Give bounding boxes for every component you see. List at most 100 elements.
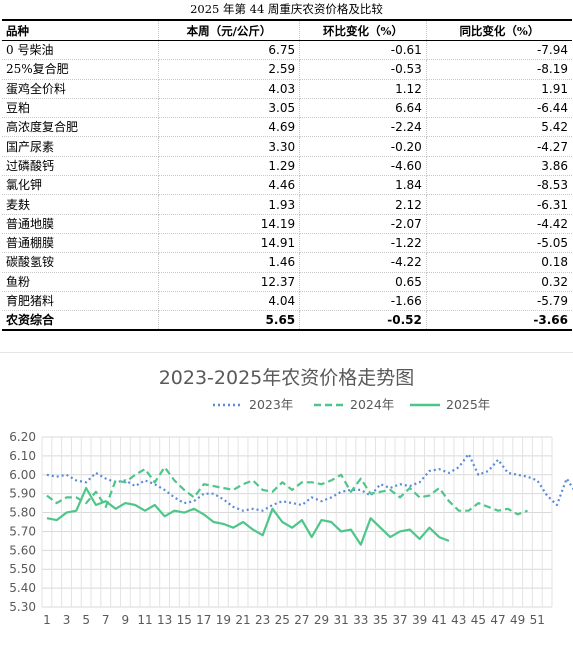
x-tick-label: 5 xyxy=(82,613,90,627)
table-row: 碳酸氢铵 1.46 -4.22 0.18 xyxy=(2,252,572,273)
table-title: 2025 年第 44 周重庆农资价格及比较 xyxy=(190,2,383,16)
series-line-2023年 xyxy=(46,452,573,512)
cell-variety: 鱼粉 xyxy=(2,272,159,292)
cell-yoy: 0.32 xyxy=(426,272,572,292)
cell-yoy: 0.18 xyxy=(426,252,572,273)
cell-price: 5.65 xyxy=(158,310,301,332)
cell-variety: 氯化钾 xyxy=(2,175,159,196)
cell-yoy: -7.94 xyxy=(426,40,572,61)
x-tick-label: 21 xyxy=(235,613,250,627)
legend-label: 2023年 xyxy=(249,397,293,412)
cell-variety: 育肥猪料 xyxy=(2,291,159,312)
legend-label: 2024年 xyxy=(350,397,394,412)
table-row: 0 号柴油 6.75 -0.61 -7.94 xyxy=(2,40,572,61)
y-tick-label: 5.40 xyxy=(9,581,36,595)
header-variety: 品种 xyxy=(2,19,159,41)
x-tick-label: 27 xyxy=(294,613,309,627)
x-tick-label: 15 xyxy=(177,613,192,627)
cell-yoy: -4.42 xyxy=(426,214,572,234)
x-tick-label: 17 xyxy=(196,613,211,627)
price-trend-chart: 2023-2025年农资价格走势图 6.20 6.10 6.00 5.90 5.80 5.… xyxy=(0,352,573,653)
cell-variety: 农资综合 xyxy=(2,310,159,332)
header-this-week: 本周（元/公斤） xyxy=(158,19,301,41)
cell-mom: 6.64 xyxy=(299,98,427,119)
cell-yoy: 1.91 xyxy=(426,79,572,99)
cell-variety: 25%复合肥 xyxy=(2,59,159,80)
x-tick-label: 37 xyxy=(392,613,407,627)
table-row: 鱼粉 12.37 0.65 0.32 xyxy=(2,272,572,292)
y-tick-label: 5.60 xyxy=(9,543,36,557)
cell-mom: -1.22 xyxy=(299,233,427,254)
cell-yoy: -4.27 xyxy=(426,136,572,157)
x-tick-label: 49 xyxy=(510,613,525,627)
cell-price: 14.19 xyxy=(158,214,301,234)
legend-label: 2025年 xyxy=(446,397,490,412)
table-row: 麦麸 1.93 2.12 -6.31 xyxy=(2,194,572,215)
cell-variety: 0 号柴油 xyxy=(2,40,159,61)
cell-yoy: -8.19 xyxy=(426,59,572,80)
cell-variety: 普通棚膜 xyxy=(2,233,159,254)
cell-mom: -2.07 xyxy=(299,214,427,234)
y-tick-label: 5.90 xyxy=(9,487,36,501)
cell-yoy: 3.86 xyxy=(426,156,572,177)
x-tick-label: 11 xyxy=(137,613,152,627)
cell-variety: 普通地膜 xyxy=(2,214,159,234)
table-row: 豆粕 3.05 6.64 -6.44 xyxy=(2,98,572,119)
cell-yoy: -6.31 xyxy=(426,194,572,215)
cell-yoy: -6.44 xyxy=(426,98,572,119)
chart-title: 2023-2025年农资价格走势图 xyxy=(158,367,415,389)
cell-variety: 高浓度复合肥 xyxy=(2,117,159,138)
x-tick-label: 35 xyxy=(373,613,388,627)
cell-mom: 1.84 xyxy=(299,175,427,196)
cell-mom: 1.12 xyxy=(299,79,427,99)
price-table: 品种 本周（元/公斤） 环比变化（%） 同比变化（%） 0 号柴油 6.75 -0.… xyxy=(2,19,572,332)
cell-price: 12.37 xyxy=(158,272,301,292)
cell-price: 3.05 xyxy=(158,98,301,119)
y-tick-label: 5.30 xyxy=(9,600,36,614)
table-row: 氯化钾 4.46 1.84 -8.53 xyxy=(2,175,572,196)
x-tick-label: 13 xyxy=(157,613,172,627)
x-tick-label: 29 xyxy=(314,613,329,627)
x-tick-label: 19 xyxy=(216,613,231,627)
x-tick-label: 51 xyxy=(530,613,545,627)
cell-price: 2.59 xyxy=(158,59,301,80)
x-tick-label: 1 xyxy=(43,613,51,627)
cell-price: 1.29 xyxy=(158,156,301,177)
table-total-row: 农资综合 5.65 -0.52 -3.66 xyxy=(2,310,572,332)
x-tick-label: 39 xyxy=(412,613,427,627)
y-tick-label: 6.20 xyxy=(9,430,36,444)
cell-variety: 蛋鸡全价料 xyxy=(2,79,159,99)
y-tick-label: 6.10 xyxy=(9,449,36,463)
cell-mom: -0.20 xyxy=(299,136,427,157)
table-row: 蛋鸡全价料 4.03 1.12 1.91 xyxy=(2,79,572,99)
y-tick-label: 5.70 xyxy=(9,524,36,538)
x-tick-label: 47 xyxy=(490,613,505,627)
cell-price: 4.69 xyxy=(158,117,301,138)
cell-variety: 麦麸 xyxy=(2,194,159,215)
x-tick-label: 9 xyxy=(122,613,130,627)
x-tick-label: 45 xyxy=(471,613,486,627)
cell-price: 14.91 xyxy=(158,233,301,254)
cell-price: 3.30 xyxy=(158,136,301,157)
cell-variety: 豆粕 xyxy=(2,98,159,119)
table-row: 高浓度复合肥 4.69 -2.24 5.42 xyxy=(2,117,572,138)
cell-yoy: -5.79 xyxy=(426,291,572,312)
cell-yoy: -8.53 xyxy=(426,175,572,196)
table-header-row: 品种 本周（元/公斤） 环比变化（%） 同比变化（%） xyxy=(2,19,572,41)
cell-mom: -0.61 xyxy=(299,40,427,61)
x-tick-label: 41 xyxy=(432,613,447,627)
cell-price: 4.04 xyxy=(158,291,301,312)
x-tick-label: 33 xyxy=(353,613,368,627)
cell-mom: -4.60 xyxy=(299,156,427,177)
y-tick-label: 5.50 xyxy=(9,562,36,576)
cell-variety: 碳酸氢铵 xyxy=(2,252,159,273)
x-tick-label: 3 xyxy=(63,613,71,627)
table-row: 普通棚膜 14.91 -1.22 -5.05 xyxy=(2,233,572,254)
series-line-2025年 xyxy=(46,486,450,546)
header-yoy-change: 同比变化（%） xyxy=(426,19,572,41)
cell-mom: -4.22 xyxy=(299,252,427,273)
cell-mom: 2.12 xyxy=(299,194,427,215)
y-tick-label: 6.00 xyxy=(9,468,36,482)
table-row: 25%复合肥 2.59 -0.53 -8.19 xyxy=(2,59,572,80)
header-mom-change: 环比变化（%） xyxy=(299,19,427,41)
